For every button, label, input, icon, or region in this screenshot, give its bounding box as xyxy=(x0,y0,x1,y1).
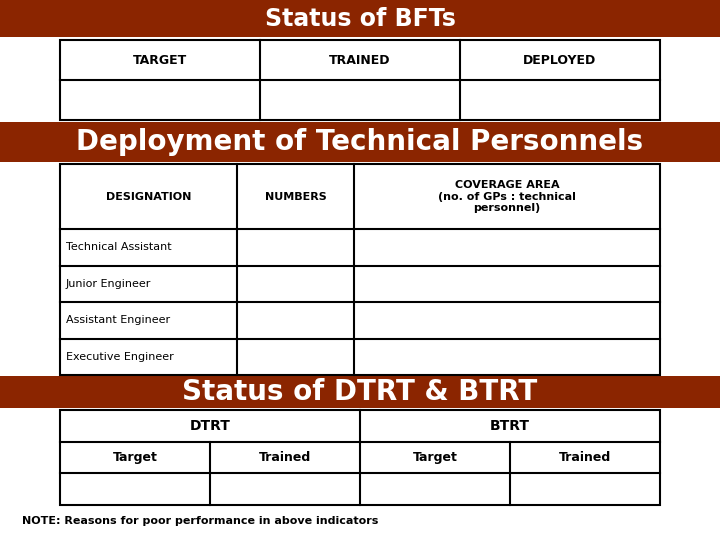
Bar xyxy=(60,164,660,375)
Text: Trained: Trained xyxy=(559,451,611,464)
Text: Status of DTRT & BTRT: Status of DTRT & BTRT xyxy=(182,378,538,406)
Text: Junior Engineer: Junior Engineer xyxy=(66,279,151,289)
Bar xyxy=(0,122,720,162)
Text: DTRT: DTRT xyxy=(189,419,230,433)
Text: Target: Target xyxy=(112,451,158,464)
Text: Executive Engineer: Executive Engineer xyxy=(66,352,174,362)
Text: Assistant Engineer: Assistant Engineer xyxy=(66,315,170,325)
Text: BTRT: BTRT xyxy=(490,419,530,433)
Bar xyxy=(60,410,660,505)
Bar xyxy=(60,40,660,120)
Text: DEPLOYED: DEPLOYED xyxy=(523,53,597,66)
Bar xyxy=(0,376,720,408)
Text: Deployment of Technical Personnels: Deployment of Technical Personnels xyxy=(76,128,644,156)
Text: TARGET: TARGET xyxy=(133,53,187,66)
Text: Technical Assistant: Technical Assistant xyxy=(66,242,171,252)
Bar xyxy=(0,0,720,37)
Text: Status of BFTs: Status of BFTs xyxy=(264,6,456,30)
Text: NUMBERS: NUMBERS xyxy=(265,192,326,201)
Text: COVERAGE AREA
(no. of GPs : technical
personnel): COVERAGE AREA (no. of GPs : technical pe… xyxy=(438,180,576,213)
Text: DESIGNATION: DESIGNATION xyxy=(106,192,192,201)
Text: NOTE: Reasons for poor performance in above indicators: NOTE: Reasons for poor performance in ab… xyxy=(22,516,379,526)
Text: Trained: Trained xyxy=(259,451,311,464)
Text: Target: Target xyxy=(413,451,457,464)
Text: TRAINED: TRAINED xyxy=(329,53,391,66)
